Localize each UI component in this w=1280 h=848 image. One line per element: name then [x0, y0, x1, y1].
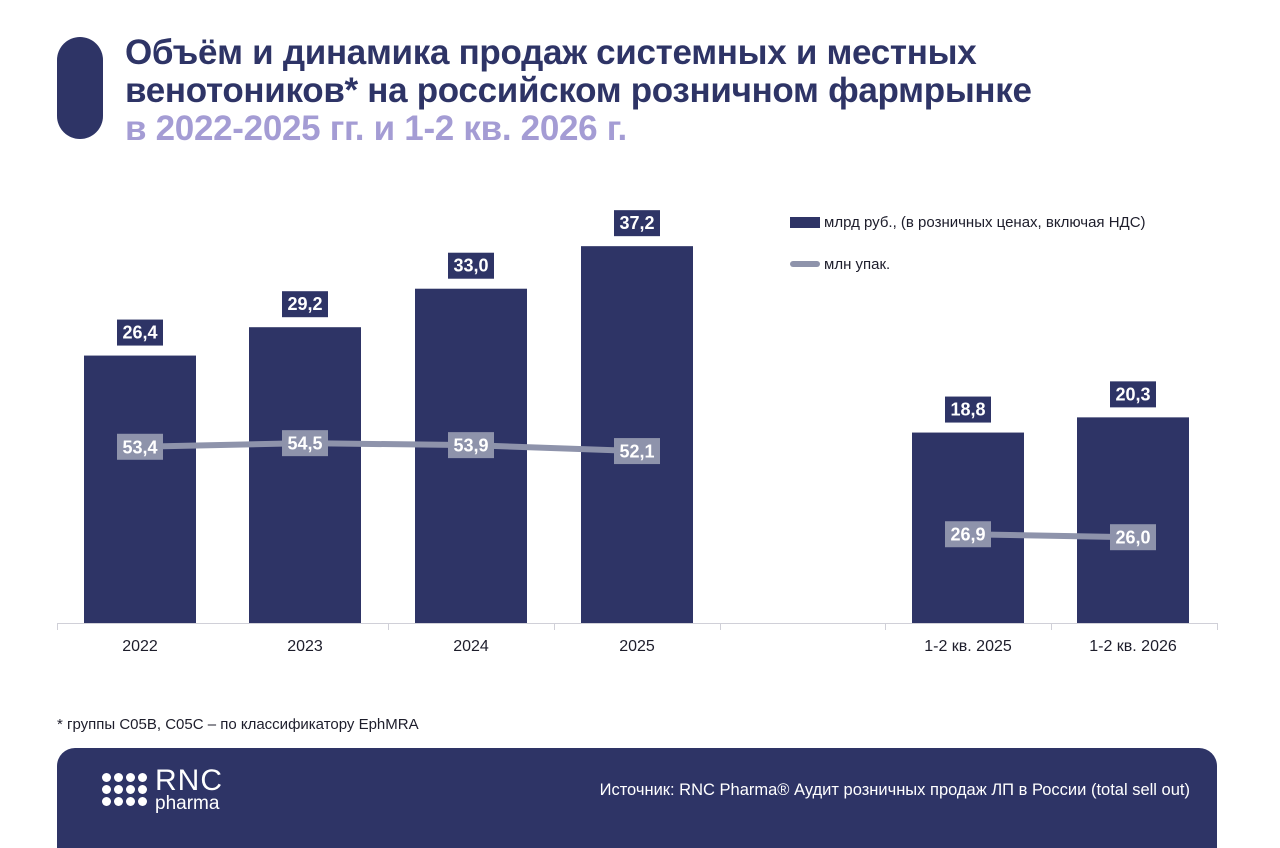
- x-tick-label: 2025: [619, 638, 655, 655]
- x-tick-label: 1-2 кв. 2025: [924, 638, 1012, 655]
- legend-item-line: млн упак.: [790, 252, 1146, 276]
- line-value-label: 53,9: [453, 436, 488, 456]
- legend-bar-swatch: [790, 216, 820, 228]
- title-line-2: венотоников* на российском розничном фар…: [125, 71, 1032, 110]
- bar-value-label: 37,2: [619, 213, 654, 233]
- line-value-label: 26,0: [1115, 528, 1150, 548]
- footnote: * группы C05B, C05C – по классификатору …: [57, 716, 419, 733]
- line-value-box: [117, 433, 163, 460]
- bar-1-2 кв. 2026: [1077, 417, 1189, 623]
- line-value-box: [282, 430, 328, 457]
- logo-dots-icon: [102, 773, 147, 806]
- rnc-pharma-logo: RNC pharma: [102, 766, 223, 813]
- units-line-segment: [965, 531, 1136, 541]
- bar-value-box: [117, 319, 163, 346]
- legend-bars-label: млрд руб., (в розничных ценах, включая Н…: [824, 213, 1146, 231]
- legend-line-label: млн упак.: [824, 255, 891, 273]
- bar-value-label: 20,3: [1115, 384, 1150, 404]
- line-value-box: [614, 438, 660, 465]
- title-line-1: Объём и динамика продаж системных и мест…: [125, 33, 977, 72]
- x-tick-label: 2023: [287, 638, 323, 655]
- line-value-box: [1110, 524, 1156, 551]
- line-value-label: 52,1: [619, 442, 654, 462]
- line-value-label: 26,9: [950, 525, 985, 545]
- bar-value-label: 18,8: [950, 400, 985, 420]
- line-value-box: [945, 521, 991, 548]
- x-tick-label: 1-2 кв. 2026: [1089, 638, 1177, 655]
- units-line-segment: [137, 440, 640, 455]
- bar-value-label: 29,2: [287, 294, 322, 314]
- bar-value-label: 26,4: [122, 323, 157, 343]
- bar-value-box: [614, 210, 660, 237]
- chart-legend: млрд руб., (в розничных ценах, включая Н…: [790, 210, 1146, 294]
- bar-value-label: 33,0: [453, 256, 488, 276]
- page-title: Объём и динамика продаж системных и мест…: [125, 34, 1225, 148]
- bar-value-box: [1110, 381, 1156, 408]
- x-tick-label: 2024: [453, 638, 489, 655]
- bar-value-box: [282, 291, 328, 318]
- bar-2023: [249, 327, 361, 623]
- bar-2025: [581, 246, 693, 623]
- logo-sub-text: pharma: [155, 793, 220, 814]
- bar-value-box: [448, 252, 494, 279]
- title-line-3: в 2022-2025 гг. и 1-2 кв. 2026 г.: [125, 109, 627, 148]
- line-value-label: 53,4: [122, 437, 157, 457]
- sales-chart: 26,4 2022 29,2 2023 33,0 2024 37,2 2025 18,8 1-2 …: [57, 210, 1218, 655]
- source-text: Источник: RNC Pharma® Аудит розничных пр…: [599, 781, 1190, 799]
- bar-value-box: [945, 396, 991, 423]
- footer-banner: RNC pharma Источник: RNC Pharma® Аудит р…: [57, 748, 1217, 848]
- legend-line-swatch: [790, 261, 820, 267]
- title-accent-pill: [57, 37, 103, 139]
- line-value-label: 54,5: [287, 434, 322, 454]
- bar-2022: [84, 355, 196, 623]
- legend-item-bars: млрд руб., (в розничных ценах, включая Н…: [790, 210, 1146, 234]
- x-tick-label: 2022: [122, 638, 158, 655]
- logo-main-text: RNC: [155, 764, 223, 797]
- line-value-box: [448, 432, 494, 459]
